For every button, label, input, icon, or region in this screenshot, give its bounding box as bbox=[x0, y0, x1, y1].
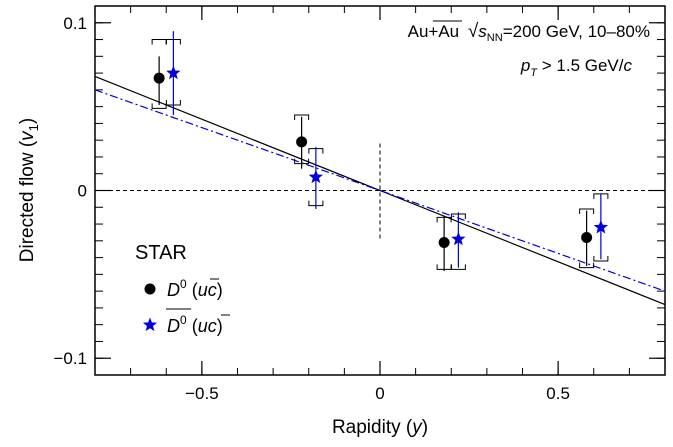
sys-bracket-upper bbox=[579, 208, 595, 214]
fit-line-1 bbox=[94, 89, 666, 292]
y-tick-label: 0 bbox=[78, 182, 87, 201]
fit-line-0 bbox=[94, 75, 666, 306]
legend-marker-d0bar bbox=[142, 317, 158, 332]
legend-label-d0bar: D0 (uc) bbox=[167, 313, 223, 336]
fit-lines bbox=[94, 75, 666, 306]
sys-bracket-upper bbox=[151, 39, 167, 45]
d0bar-data-point bbox=[166, 65, 181, 80]
x-tick-label: 0 bbox=[375, 384, 384, 403]
y-axis-title: Directed flow (v1) bbox=[17, 118, 41, 262]
x-axis-ticks: −0.5 0 0.5 bbox=[94, 6, 666, 403]
legend-marker-d0 bbox=[144, 283, 156, 295]
y-tick-label: 0.1 bbox=[63, 14, 87, 33]
legend-title: STAR bbox=[135, 242, 187, 264]
d0bar-data-point bbox=[593, 219, 608, 234]
reference-lines bbox=[95, 143, 665, 241]
d0bar-data-point bbox=[308, 169, 323, 184]
d0-data-point bbox=[296, 136, 308, 148]
y-tick-label: −0.1 bbox=[53, 349, 87, 368]
d0-data-point bbox=[438, 236, 450, 248]
legend: STAR D0 (uc) D0 (uc) bbox=[135, 242, 230, 336]
legend-label-d0: D0 (uc) bbox=[167, 277, 223, 300]
sys-bracket-lower bbox=[579, 262, 595, 269]
sys-bracket-lower bbox=[151, 103, 167, 109]
sys-bracket-lower bbox=[450, 264, 466, 270]
collision-system-label: Au+Au √sNN=200 GeV, 10–80% bbox=[408, 21, 650, 44]
d0bar-data-point bbox=[451, 231, 466, 246]
x-tick-label: −0.5 bbox=[185, 384, 219, 403]
pt-cut-label: pT > 1.5 GeV/c bbox=[520, 56, 633, 79]
d0-data-point bbox=[581, 231, 593, 243]
x-tick-label: 0.5 bbox=[546, 384, 570, 403]
sys-bracket-upper bbox=[294, 114, 310, 121]
y-axis-ticks: −0.1 0 0.1 bbox=[53, 5, 665, 376]
d0-data-point bbox=[153, 72, 165, 84]
x-axis-title: Rapidity (y) bbox=[332, 417, 428, 438]
sys-bracket-lower bbox=[593, 255, 609, 262]
data-marks bbox=[151, 31, 609, 272]
